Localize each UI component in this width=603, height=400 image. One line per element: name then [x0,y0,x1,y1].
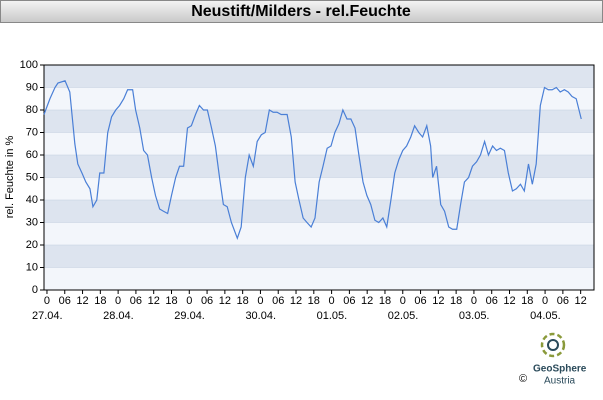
x-tick-label: 18 [521,295,533,307]
y-tick-label: 80 [26,104,38,116]
x-tick-label: 06 [486,295,498,307]
x-tick-label: 06 [414,295,426,307]
y-tick-label: 60 [26,149,38,161]
x-tick-label: 0 [471,295,477,307]
x-tick-label: 12 [503,295,515,307]
logo: GeoSphere Austria © [519,332,587,387]
x-tick-label: 0 [186,295,192,307]
x-tick-label: 18 [308,295,320,307]
x-tick-label: 18 [237,295,249,307]
y-tick-label: 10 [26,261,38,273]
x-tick-label: 06 [343,295,355,307]
x-tick-label: 06 [272,295,284,307]
x-tick-label: 12 [361,295,373,307]
date-label: 30.04. [245,310,276,322]
grid-band [44,65,594,88]
logo-icon [540,332,566,358]
grid-band [44,245,594,268]
date-label: 29.04. [174,310,205,322]
logo-sub: Austria [544,376,576,387]
y-tick-label: 50 [26,171,38,183]
x-tick-label: 18 [165,295,177,307]
chart-title: Neustift/Milders - rel.Feuchte [191,3,411,20]
date-label: 03.05. [459,310,490,322]
grid-band [44,110,594,133]
x-tick-label: 0 [542,295,548,307]
x-tick-label: 18 [94,295,106,307]
x-tick-label: 12 [432,295,444,307]
date-label: 27.04. [32,310,63,322]
date-label: 04.05. [530,310,561,322]
x-tick-label: 0 [115,295,121,307]
grid-band [44,200,594,223]
grid-band [44,155,594,178]
y-tick-label: 70 [26,126,38,138]
y-axis-label: rel. Feuchte in % [4,136,16,219]
x-tick-label: 12 [290,295,302,307]
y-tick-label: 20 [26,239,38,251]
date-label: 01.05. [317,310,348,322]
x-tick-label: 06 [201,295,213,307]
date-label: 02.05. [388,310,419,322]
x-tick-label: 0 [257,295,263,307]
x-tick-label: 06 [130,295,142,307]
copyright: © [519,373,527,385]
x-tick-label: 0 [44,295,50,307]
x-tick-label: 12 [148,295,160,307]
plot-area: 0 10 20 30 40 50 60 70 80 90 100 0 06 12 18 0 06 12 18 0 06 1… [20,59,595,322]
x-tick-label: 06 [557,295,569,307]
x-tick-label: 12 [575,295,587,307]
y-tick-label: 30 [26,216,38,228]
x-tick-label: 0 [400,295,406,307]
x-tick-label: 18 [379,295,391,307]
y-tick-label: 90 [26,81,38,93]
y-tick-label: 40 [26,194,38,206]
logo-icon [547,339,559,351]
data-line [43,80,582,241]
x-tick-label: 06 [59,295,71,307]
x-tick-label: 0 [329,295,335,307]
x-tick-label: 18 [450,295,462,307]
y-tick-label: 0 [32,284,38,296]
plot-frame [43,64,595,291]
x-tick-label: 12 [76,295,88,307]
date-label: 28.04. [103,310,134,322]
x-tick-label: 12 [219,295,231,307]
y-tick-label: 100 [20,59,38,71]
logo-name: GeoSphere [533,364,587,375]
